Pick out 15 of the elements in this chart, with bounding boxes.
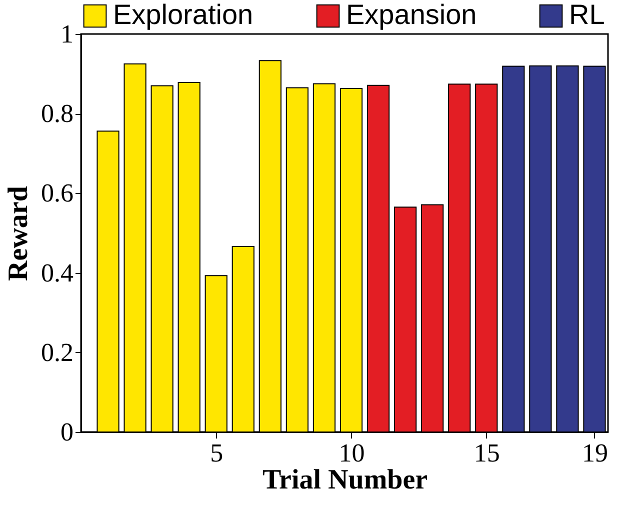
x-tick-label: 10 [338,438,365,468]
x-tick-label: 5 [210,438,224,468]
y-tick-label: 1 [60,20,74,48]
x-axis-title: Trial Number [262,464,428,496]
legend-label: RL [569,0,605,30]
x-tick-label: 19 [582,438,608,468]
y-tick-label: 0.2 [41,338,74,367]
y-axis-title: Reward [3,186,34,281]
legend-label: Exploration [113,0,254,30]
y-tick-label: 0.8 [41,99,74,128]
y-tick-label: 0 [60,418,74,446]
x-tick-label: 15 [474,438,500,468]
y-tick-label: 0.4 [41,258,74,288]
legend-label: Expansion [346,0,477,30]
y-tick-label: 0.6 [41,178,74,208]
